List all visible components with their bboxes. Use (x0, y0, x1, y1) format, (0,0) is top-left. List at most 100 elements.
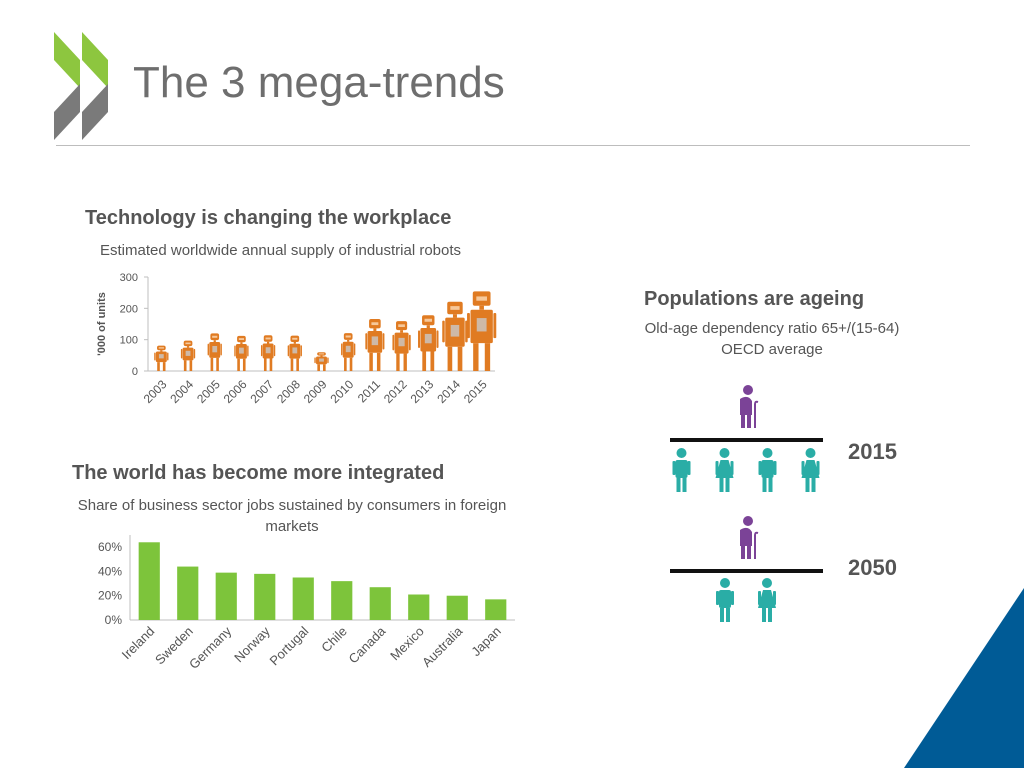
robot-bar (260, 335, 276, 371)
robot-neck (293, 341, 296, 344)
person-dress (758, 590, 776, 608)
person-leg-right (725, 478, 730, 492)
person-arm-right (687, 461, 691, 475)
man-icon (672, 448, 691, 492)
person-leg-left (762, 608, 766, 622)
robot-arm-left (180, 348, 183, 359)
robot-eyes (450, 306, 460, 310)
person-leg-right (768, 478, 773, 492)
person-arm-right (730, 461, 734, 475)
y-tick-label: 0% (105, 613, 123, 627)
robot-leg-right (323, 364, 326, 371)
robot-arm-right (327, 357, 329, 364)
logo-chevron-green-left (54, 32, 80, 88)
bar (177, 566, 199, 620)
robot-panel (345, 345, 351, 353)
robot-eyes (265, 337, 271, 340)
robot-bar (180, 340, 196, 371)
robot-arm-right (382, 333, 385, 350)
robot-bar (418, 315, 439, 371)
robot-leg-right (376, 352, 381, 371)
person-head (762, 448, 773, 458)
robot-arm-right (493, 313, 497, 339)
person-head (805, 448, 816, 458)
person-arm-left (716, 591, 719, 605)
robot-leg-right (296, 358, 299, 371)
bar (215, 572, 237, 620)
corner-triangle (904, 588, 1024, 768)
robot-leg-right (484, 343, 491, 371)
man-icon (758, 448, 777, 492)
robot-leg-left (237, 358, 240, 371)
integration-heading: The world has become more integrated (72, 462, 445, 484)
robot-arm-left (467, 313, 470, 339)
robot-leg-left (422, 351, 427, 371)
person-arm-left (715, 461, 719, 475)
elderly-leg-right (747, 415, 751, 428)
x-tick-label: 2005 (194, 377, 223, 406)
bar (254, 573, 276, 620)
robot-leg-left (447, 346, 453, 371)
robot-leg-right (403, 353, 407, 371)
x-tick-label: 2010 (328, 377, 357, 406)
person-leg-right (768, 608, 772, 622)
robot-leg-left (263, 358, 267, 371)
person-head (719, 448, 730, 458)
bar (369, 587, 391, 620)
y-tick-label: 200 (120, 303, 138, 315)
person-torso (675, 460, 688, 478)
robot-leg-right (189, 360, 193, 371)
robot-neck (479, 305, 484, 310)
person-arm-right (816, 461, 820, 475)
oecd-logo-icon (54, 32, 108, 140)
robot-neck (426, 325, 430, 329)
ageing-subtitle: Old-age dependency ratio 65+/(15-64) OEC… (612, 318, 932, 360)
robot-arm-left (392, 334, 395, 351)
robot-neck (400, 330, 404, 333)
robot-leg-right (242, 358, 246, 371)
robot-leg-left (473, 343, 479, 371)
elderly-leg-left (741, 415, 745, 428)
technology-subtitle: Estimated worldwide annual supply of ind… (100, 242, 462, 259)
robot-bar (234, 335, 249, 371)
y-tick-label: 60% (98, 540, 122, 554)
woman-icon (801, 448, 820, 492)
x-tick-label: 2008 (274, 377, 303, 406)
integration-subtitle: Share of business sector jobs sustained … (77, 497, 507, 535)
person-arm-left (758, 461, 762, 475)
robot-leg-right (349, 357, 353, 371)
person-leg-left (719, 478, 724, 492)
year-2050-label: 2050 (848, 555, 897, 580)
x-tick-label: 2015 (461, 377, 490, 406)
robot-bar (207, 333, 222, 371)
robot-eyes (212, 335, 218, 338)
x-tick-label: 2007 (247, 377, 276, 406)
woman-icon (715, 448, 734, 492)
technology-heading: Technology is changing the workplace (85, 207, 452, 229)
y-tick-label: 20% (98, 589, 122, 603)
person-leg-right (726, 608, 730, 622)
person-leg-right (811, 478, 816, 492)
robot-leg-right (269, 358, 273, 371)
robot-panel (185, 350, 191, 356)
person-head (676, 448, 687, 458)
robot-arm-right (220, 343, 222, 356)
robot-bar (314, 352, 329, 371)
y-axis-label: '000 of units (96, 292, 108, 356)
robot-neck (186, 346, 190, 348)
robot-arm-left (341, 343, 343, 356)
jobs-chart: 0%20%40%60%IrelandSwedenGermanyNorwayPor… (98, 535, 515, 672)
x-tick-label: 2012 (381, 377, 410, 406)
robot-leg-right (430, 351, 435, 371)
robot-bar (392, 321, 411, 371)
x-tick-label: Portugal (267, 623, 312, 668)
robot-arm-right (408, 334, 411, 351)
robot-panel (265, 347, 271, 354)
x-tick-label: Germany (186, 623, 235, 672)
person-dress (715, 460, 734, 478)
robot-arm-left (418, 330, 421, 348)
x-tick-label: 2006 (221, 377, 250, 406)
robot-leg-left (369, 352, 373, 371)
elderly-body (740, 396, 752, 415)
dependency-ratio-graphic (670, 385, 823, 622)
